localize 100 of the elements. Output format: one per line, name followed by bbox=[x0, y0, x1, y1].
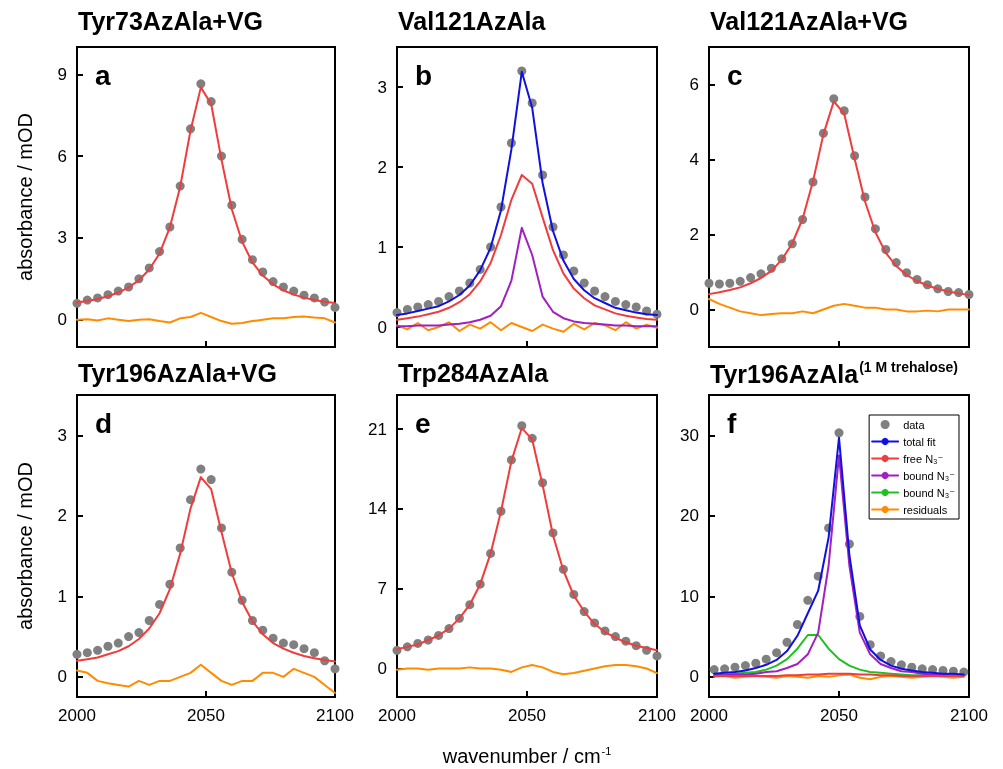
point bbox=[299, 644, 309, 654]
annotation: b bbox=[415, 59, 433, 91]
legend-label: free N₃⁻ bbox=[903, 452, 944, 465]
point bbox=[740, 661, 750, 671]
y-tick-label: 2 bbox=[57, 506, 67, 526]
x-tick-label: 2000 bbox=[690, 706, 728, 725]
y-axis-title: absorbance / mOD bbox=[14, 113, 36, 281]
legend-label: total fit bbox=[903, 435, 936, 448]
y-tick-label: 0 bbox=[689, 667, 699, 687]
point bbox=[704, 278, 714, 288]
annotation: c bbox=[727, 59, 743, 91]
x-tick-label: 2050 bbox=[820, 706, 858, 725]
point bbox=[772, 648, 782, 658]
x-tick-label: 2100 bbox=[638, 706, 676, 725]
legend-label: data bbox=[903, 418, 926, 431]
point bbox=[735, 276, 745, 286]
point bbox=[309, 648, 319, 658]
y-tick-label: 0 bbox=[377, 659, 387, 679]
point bbox=[93, 645, 103, 655]
x-tick-label: 2100 bbox=[950, 706, 988, 725]
chart-title: Tyr73AzAla+VG bbox=[78, 6, 264, 35]
annotation: e bbox=[415, 407, 431, 439]
point bbox=[330, 664, 340, 674]
y-tick-label: 21 bbox=[368, 419, 387, 439]
point bbox=[782, 637, 792, 647]
x-tick-label: 2000 bbox=[58, 706, 96, 725]
point bbox=[134, 628, 144, 638]
point bbox=[714, 279, 724, 289]
legend-label: residuals bbox=[903, 503, 948, 516]
y-tick-label: 20 bbox=[680, 506, 699, 526]
point bbox=[834, 428, 844, 438]
y-tick-label: 6 bbox=[57, 146, 67, 166]
point bbox=[278, 638, 288, 648]
point bbox=[579, 278, 589, 288]
x-tick-label: 2100 bbox=[316, 706, 354, 725]
line-series bbox=[396, 321, 658, 333]
line-series bbox=[708, 298, 970, 317]
point bbox=[725, 278, 735, 288]
point bbox=[829, 94, 839, 104]
y-tick-label: 30 bbox=[680, 425, 699, 445]
point bbox=[631, 302, 641, 312]
annotation: a bbox=[95, 59, 111, 91]
point bbox=[792, 620, 802, 630]
y-tick-label: 0 bbox=[377, 317, 387, 337]
y-tick-label: 3 bbox=[57, 228, 67, 248]
point bbox=[144, 616, 154, 625]
point bbox=[113, 638, 123, 648]
point bbox=[709, 665, 719, 675]
point bbox=[82, 648, 92, 658]
point bbox=[600, 292, 610, 302]
chart-title: Tyr196AzAla+VG bbox=[78, 358, 277, 387]
point bbox=[746, 273, 756, 283]
point bbox=[434, 296, 444, 306]
point bbox=[72, 649, 82, 659]
y-tick-label: 7 bbox=[377, 579, 387, 599]
y-axis-title: absorbance / mOD bbox=[14, 462, 36, 630]
x-tick-label: 2050 bbox=[187, 706, 225, 725]
y-tick-label: 3 bbox=[377, 77, 387, 97]
x-tick-label: 2050 bbox=[508, 706, 546, 725]
line-series bbox=[396, 226, 658, 328]
y-tick-label: 1 bbox=[377, 237, 387, 257]
y-tick-label: 0 bbox=[689, 300, 699, 319]
point bbox=[751, 658, 761, 668]
line-series bbox=[76, 311, 336, 325]
y-tick-label: 0 bbox=[57, 310, 67, 330]
point bbox=[206, 475, 216, 485]
y-tick-label: 2 bbox=[377, 157, 387, 177]
legend-label: bound N₃⁻ bbox=[903, 486, 956, 499]
y-tick-label: 9 bbox=[57, 64, 67, 84]
legend-label: bound N₃⁻ bbox=[903, 469, 956, 482]
y-tick-label: 6 bbox=[689, 75, 699, 94]
y-tick-label: 4 bbox=[689, 150, 699, 169]
y-tick-label: 14 bbox=[368, 499, 387, 519]
point bbox=[330, 302, 340, 312]
chart-title: Val121AzAla bbox=[398, 6, 547, 35]
point bbox=[610, 296, 620, 306]
point bbox=[730, 662, 740, 672]
point bbox=[621, 300, 631, 310]
line-series bbox=[396, 664, 658, 676]
y-tick-label: 2 bbox=[689, 225, 699, 244]
annotation: d bbox=[95, 407, 113, 439]
y-tick-label: 0 bbox=[57, 667, 67, 687]
y-tick-label: 1 bbox=[57, 586, 67, 606]
point bbox=[803, 595, 813, 605]
chart-title: Val121AzAla+VG bbox=[710, 6, 909, 35]
x-tick-label: 2000 bbox=[378, 706, 416, 725]
point bbox=[423, 300, 433, 310]
point bbox=[196, 79, 206, 89]
point bbox=[103, 641, 113, 651]
y-tick-label: 3 bbox=[57, 425, 67, 445]
y-tick-label: 10 bbox=[680, 586, 699, 606]
annotation: f bbox=[727, 407, 737, 439]
point bbox=[196, 464, 206, 474]
point bbox=[289, 640, 299, 650]
point bbox=[590, 286, 600, 296]
line-series bbox=[76, 663, 336, 694]
point bbox=[652, 651, 662, 661]
point bbox=[124, 632, 134, 642]
point bbox=[761, 654, 771, 664]
chart-title: Trp284AzAla bbox=[398, 358, 550, 387]
